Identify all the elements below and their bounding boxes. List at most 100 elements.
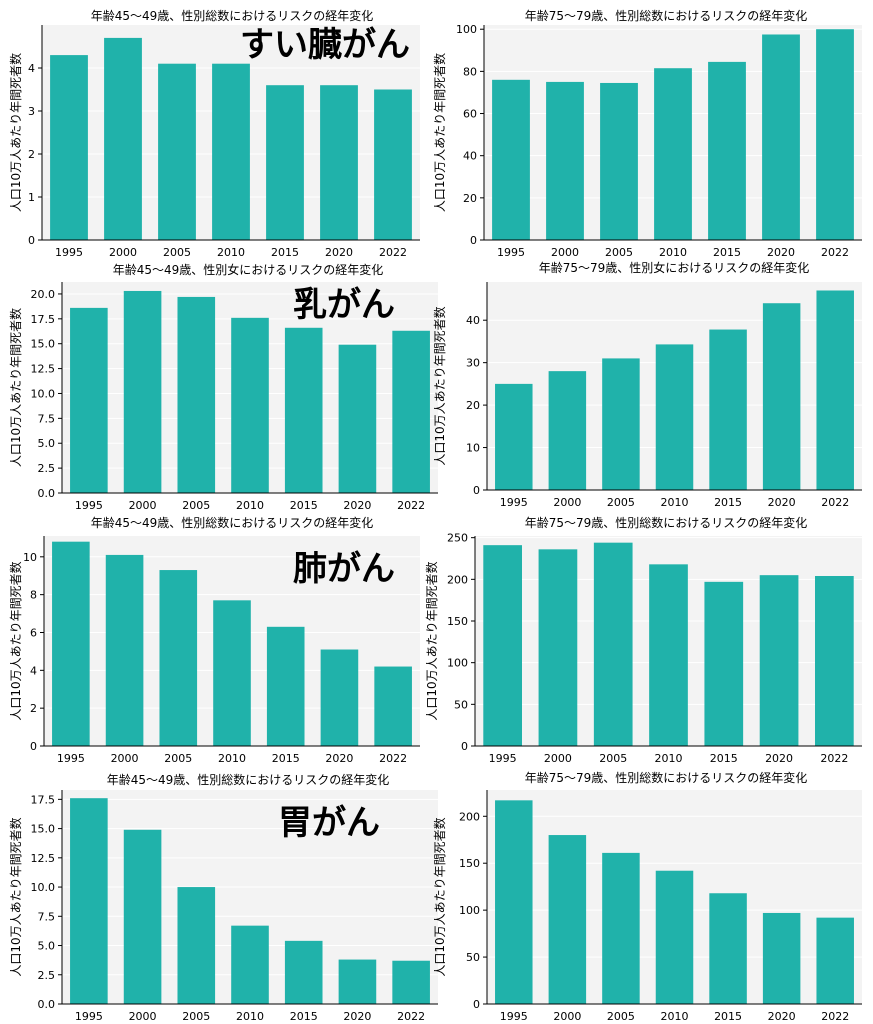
x-tick-label: 2022	[821, 246, 849, 259]
bar-2020	[320, 649, 359, 746]
chart-panel-1: 1995 2000 2005 2010 2015 2020 2022 0 1 2 3 4 年齢45～49…	[8, 8, 420, 259]
y-axis-label: 人口10万人あたり年間死者数	[432, 306, 447, 465]
x-tick-label: 2000	[129, 1010, 157, 1023]
bar-2000	[123, 290, 162, 493]
x-tick-label: 2010	[659, 246, 687, 259]
y-tick-label: 3	[28, 105, 35, 118]
y-tick-label: 0	[461, 740, 468, 753]
y-tick-label: 50	[466, 951, 480, 964]
bar-2000	[538, 549, 578, 746]
x-tick-label: 2000	[129, 499, 157, 512]
bar-2000	[548, 371, 587, 490]
chart-title: 年齢45～49歳、性別総数におけるリスクの経年変化	[91, 515, 374, 530]
y-tick-label: 0.0	[38, 487, 56, 500]
y-tick-label: 7.5	[38, 412, 56, 425]
y-tick-label: 200	[459, 810, 480, 823]
chart-title: 年齢75～79歳、性別女におけるリスクの経年変化	[539, 260, 810, 275]
chart-panel-8: 1995 2000 2005 2010 2015 2020 2022 0 50 100 150 200…	[432, 770, 862, 1023]
chart-title: 年齢45～49歳、性別総数におけるリスクの経年変化	[107, 772, 390, 787]
y-tick-label: 8	[30, 589, 37, 602]
y-tick-label: 0.0	[38, 998, 56, 1011]
x-tick-label: 2000	[551, 246, 579, 259]
bar-2022	[816, 29, 854, 241]
x-tick-label: 2000	[544, 752, 572, 765]
x-tick-label: 2022	[379, 752, 407, 765]
x-tick-label: 2020	[767, 246, 795, 259]
bar-2010	[654, 68, 692, 240]
x-tick-label: 2015	[714, 1010, 742, 1023]
bar-2022	[392, 330, 430, 493]
y-tick-label: 15.0	[31, 823, 56, 836]
chart-title: 年齢75～79歳、性別総数におけるリスクの経年変化	[525, 8, 808, 23]
y-axis-label: 人口10万人あたり年間死者数	[8, 561, 23, 720]
x-tick-label: 2010	[661, 496, 689, 509]
y-axis-label: 人口10万人あたり年間死者数	[8, 308, 23, 467]
x-tick-label: 2015	[271, 246, 299, 259]
x-tick-label: 2015	[272, 752, 300, 765]
y-tick-label: 0	[28, 234, 35, 247]
bar-1995	[495, 800, 533, 1004]
x-tick-label: 2015	[713, 246, 741, 259]
y-tick-label: 40	[466, 314, 480, 327]
x-tick-label: 2000	[111, 752, 139, 765]
x-tick-label: 2020	[325, 246, 353, 259]
x-tick-label: 2020	[765, 752, 793, 765]
bar-2005	[177, 887, 216, 1004]
x-tick-label: 1995	[500, 496, 528, 509]
x-tick-label: 1995	[75, 499, 103, 512]
bar-1995	[483, 545, 522, 746]
bar-2015	[284, 327, 323, 493]
chart-panel-3: 1995 2000 2005 2010 2015 2020 2022 0.0 2.5 5.0 7.5…	[8, 262, 438, 512]
x-tick-label: 2005	[182, 1010, 210, 1023]
bar-2015	[708, 61, 746, 241]
x-tick-label: 2000	[109, 246, 137, 259]
x-tick-label: 1995	[497, 246, 525, 259]
x-tick-label: 2010	[661, 1010, 689, 1023]
y-axis-label: 人口10万人あたり年間死者数	[424, 561, 439, 720]
x-tick-label: 2005	[605, 246, 633, 259]
bar-2020	[338, 959, 377, 1004]
chart-title: 年齢45～49歳、性別女におけるリスクの経年変化	[113, 262, 384, 277]
bar-2015	[284, 940, 323, 1004]
x-tick-label: 1995	[489, 752, 517, 765]
bar-1995	[52, 541, 90, 746]
x-tick-label: 2010	[217, 246, 245, 259]
x-tick-label: 2022	[821, 1010, 849, 1023]
bar-1995	[50, 55, 88, 240]
x-tick-label: 2022	[820, 752, 848, 765]
bar-2010	[212, 63, 250, 241]
x-tick-label: 2022	[821, 496, 849, 509]
bar-2020	[762, 912, 801, 1004]
x-tick-label: 2000	[553, 1010, 581, 1023]
x-tick-label: 2000	[553, 496, 581, 509]
x-tick-label: 1995	[75, 1010, 103, 1023]
x-tick-label: 2020	[768, 496, 796, 509]
x-tick-label: 2005	[163, 246, 191, 259]
y-axis-label: 人口10万人あたり年間死者数	[8, 817, 23, 976]
y-axis-label: 人口10万人あたり年間死者数	[432, 53, 447, 212]
y-tick-label: 100	[447, 657, 468, 670]
y-tick-label: 0	[473, 484, 480, 497]
y-tick-label: 20.0	[31, 288, 56, 301]
y-tick-label: 10.0	[31, 881, 56, 894]
y-tick-label: 0	[30, 740, 37, 753]
bar-2022	[816, 917, 854, 1004]
y-tick-label: 2.5	[38, 969, 56, 982]
bar-2010	[655, 344, 694, 490]
cancer-label-breast: 乳がん	[293, 285, 395, 325]
y-tick-label: 150	[459, 857, 480, 870]
chart-panel-7: 1995 2000 2005 2010 2015 2020 2022 0.0 2.5 5.0 7.5…	[8, 772, 438, 1023]
x-tick-label: 2010	[655, 752, 683, 765]
y-tick-label: 100	[456, 23, 477, 36]
bar-2020	[762, 34, 800, 241]
y-tick-label: 10	[466, 442, 480, 455]
x-tick-label: 2020	[768, 1010, 796, 1023]
bar-2015	[709, 329, 747, 490]
y-tick-label: 17.5	[31, 793, 56, 806]
x-tick-label: 2010	[236, 499, 264, 512]
x-tick-label: 2010	[236, 1010, 264, 1023]
x-tick-label: 1995	[55, 246, 83, 259]
y-tick-label: 15.0	[31, 338, 56, 351]
y-tick-label: 0	[473, 998, 480, 1011]
